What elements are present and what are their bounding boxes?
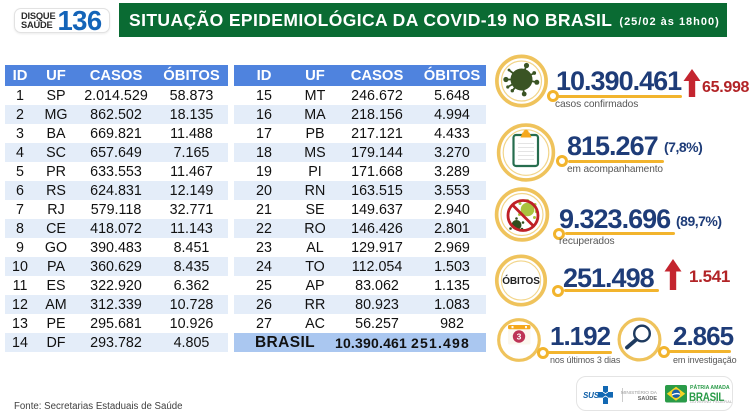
svg-text:3: 3 [517,332,522,342]
